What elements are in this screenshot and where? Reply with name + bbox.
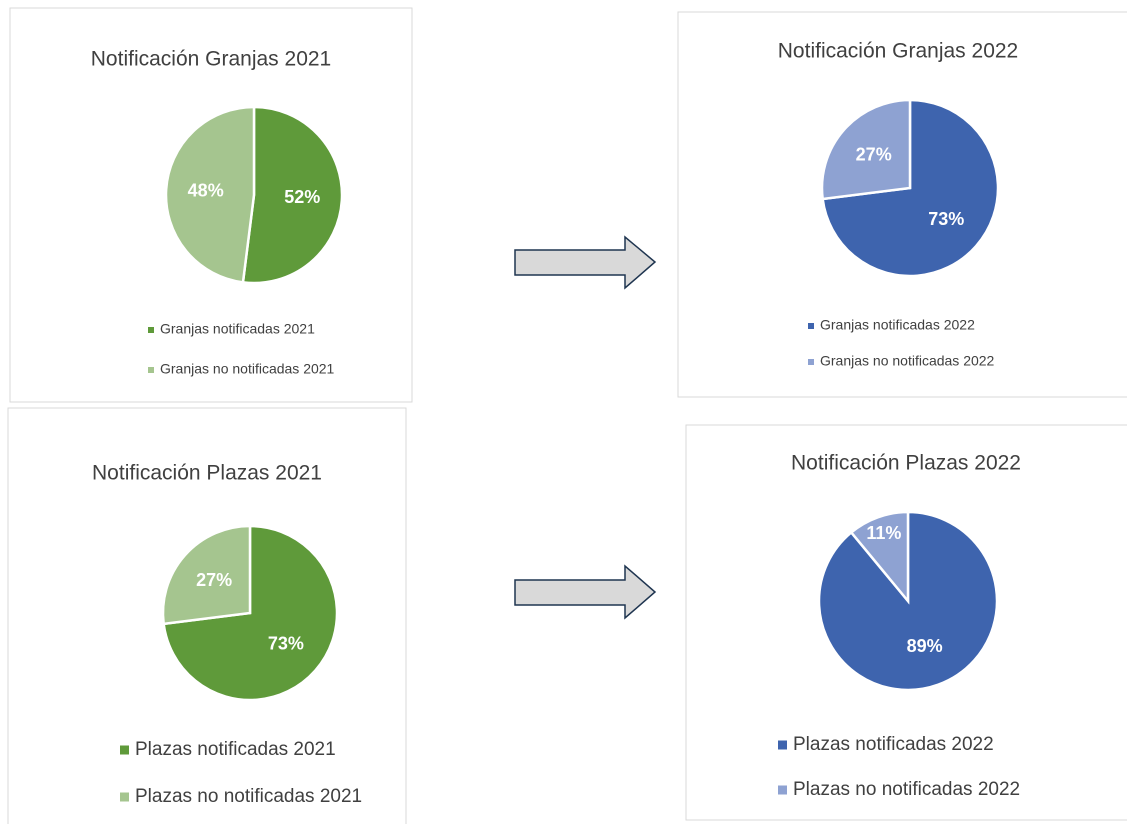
legend-label: Plazas notificadas 2021 (135, 739, 336, 760)
chart-title: Notificación Granjas 2021 (91, 48, 331, 71)
legend-label: Granjas notificadas 2022 (820, 317, 975, 333)
data-label: 89% (907, 636, 943, 656)
legend-swatch (808, 359, 814, 365)
legend-label: Granjas notificadas 2021 (160, 321, 315, 337)
pie-slice (820, 98, 912, 201)
legend-label: Plazas no notificadas 2022 (793, 779, 1020, 800)
data-label: 27% (856, 145, 892, 165)
pie-slice (164, 105, 256, 284)
arrow (514, 235, 657, 290)
legend-label: Plazas notificadas 2022 (793, 734, 994, 755)
chart-title: Notificación Plazas 2022 (791, 452, 1021, 475)
data-label: 48% (188, 181, 224, 201)
legend-swatch (120, 745, 129, 755)
pie-slice (849, 510, 910, 605)
chart-title: Notificación Granjas 2022 (778, 40, 1018, 63)
legend-label: Plazas no notificadas 2021 (135, 786, 362, 807)
legend-swatch (808, 323, 814, 329)
data-label: 27% (196, 570, 232, 590)
legend-swatch (148, 367, 154, 373)
legend-swatch (778, 740, 787, 750)
legend-label: Granjas no notificadas 2021 (160, 361, 335, 377)
arrow (514, 564, 657, 620)
legend-swatch (778, 785, 787, 795)
pie-slice (161, 524, 252, 626)
data-label: 73% (928, 209, 964, 229)
data-label: 52% (284, 187, 320, 207)
data-label: 73% (268, 633, 304, 653)
legend-label: Granjas no notificadas 2022 (820, 353, 995, 369)
pie-slice (241, 105, 344, 285)
legend-swatch (120, 792, 129, 802)
legend-swatch (148, 327, 154, 333)
data-label: 11% (866, 523, 901, 543)
chart-title: Notificación Plazas 2021 (92, 462, 322, 485)
